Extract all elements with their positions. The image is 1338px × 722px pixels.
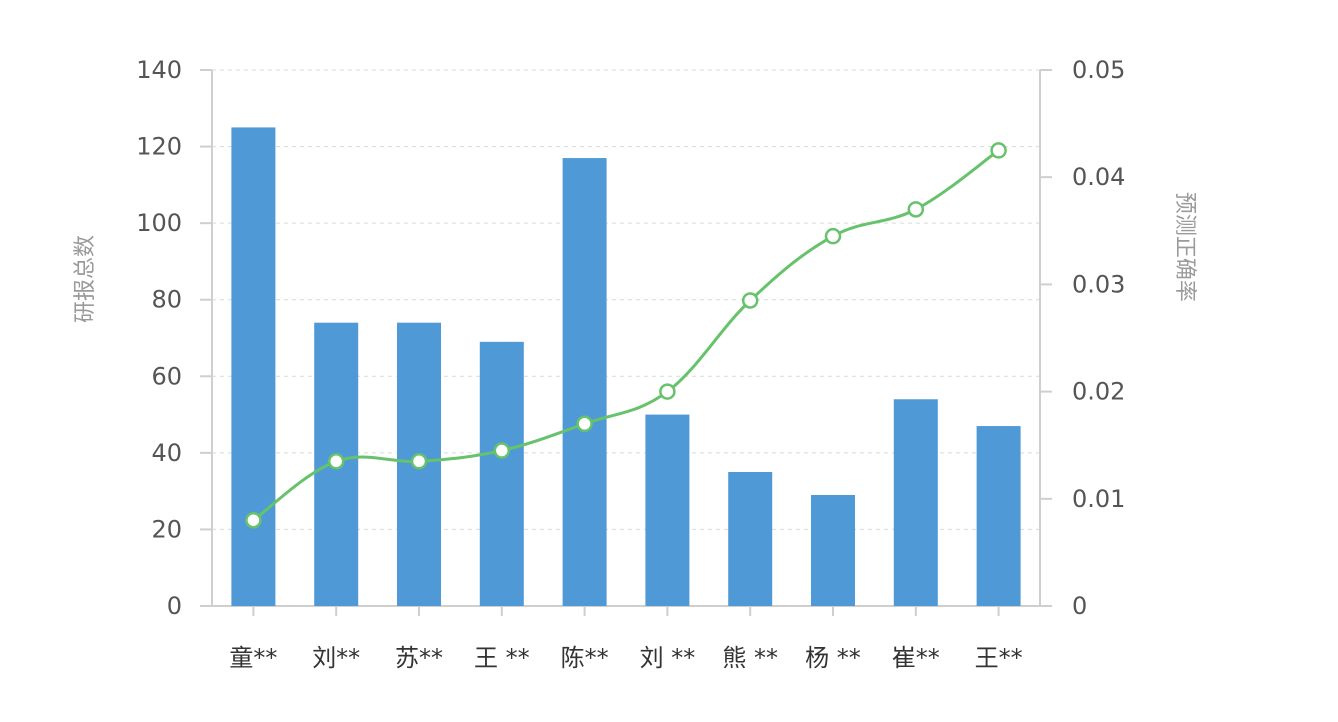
right-axis-title: 预测正确率 xyxy=(1172,192,1197,302)
right-axis-tick-label: 0.04 xyxy=(1072,163,1125,191)
left-axis-tick-label: 80 xyxy=(151,286,182,314)
x-axis-tick-label: 王 ** xyxy=(474,644,530,672)
bar xyxy=(811,494,855,606)
bar xyxy=(562,158,607,607)
line-point xyxy=(741,292,759,309)
bar xyxy=(479,341,524,606)
left-axis-tick-label: 0 xyxy=(167,592,182,620)
line-point xyxy=(907,201,925,218)
x-axis-tick-label: 熊 ** xyxy=(722,644,778,672)
left-axis-title: 研报总数 xyxy=(73,235,98,323)
left-axis-tick-label: 100 xyxy=(136,209,182,237)
line-point xyxy=(659,383,676,400)
bar xyxy=(893,399,938,606)
x-axis-ticks: 童** 刘** 苏** 王 ** 陈** 刘 ** 熊 ** 杨 ** 崔** 王** xyxy=(229,644,1022,672)
right-axis-tick-label: 0.01 xyxy=(1072,485,1125,513)
x-axis-tick-label: 刘 ** xyxy=(640,644,696,672)
line-point xyxy=(990,142,1007,159)
x-axis-tick-label: 崔** xyxy=(892,644,940,672)
bar xyxy=(231,127,276,606)
right-axis-tick-label: 0.02 xyxy=(1072,378,1125,406)
x-axis-tick-label: 刘** xyxy=(312,644,360,672)
line-point xyxy=(824,227,842,245)
left-axis-tick-label: 140 xyxy=(136,56,182,84)
line-point xyxy=(245,511,262,529)
line-point xyxy=(576,415,593,433)
x-axis-tick-label: 王** xyxy=(975,644,1023,672)
right-axis-tick-label: 0 xyxy=(1072,592,1087,620)
right-axis-ticks: 0 0.01 0.02 0.03 0.04 0.05 xyxy=(1072,56,1125,620)
x-axis-tick-label: 苏** xyxy=(395,644,443,672)
line-point xyxy=(327,453,345,470)
bar xyxy=(728,472,773,606)
left-axis-tick-label: 40 xyxy=(151,439,182,467)
left-axis-tick-label: 120 xyxy=(136,133,182,161)
line-series xyxy=(245,142,1007,529)
line-point xyxy=(493,442,511,459)
series-line xyxy=(252,149,1000,522)
left-axis-tick-label: 60 xyxy=(151,362,182,390)
right-axis-tick-label: 0.05 xyxy=(1072,56,1125,84)
left-axis-tick-label: 20 xyxy=(151,515,182,543)
bar-series xyxy=(231,127,1021,607)
x-axis-tick-label: 杨 ** xyxy=(805,644,861,672)
right-axis-tick-label: 0.03 xyxy=(1072,270,1125,298)
bar xyxy=(976,426,1021,606)
x-axis-tick-label: 陈** xyxy=(561,644,609,672)
left-axis-ticks: 0 20 40 60 80 100 120 140 xyxy=(136,56,182,620)
line-point xyxy=(410,453,428,470)
bar xyxy=(645,414,690,606)
x-axis-tick-label: 童** xyxy=(229,644,277,672)
